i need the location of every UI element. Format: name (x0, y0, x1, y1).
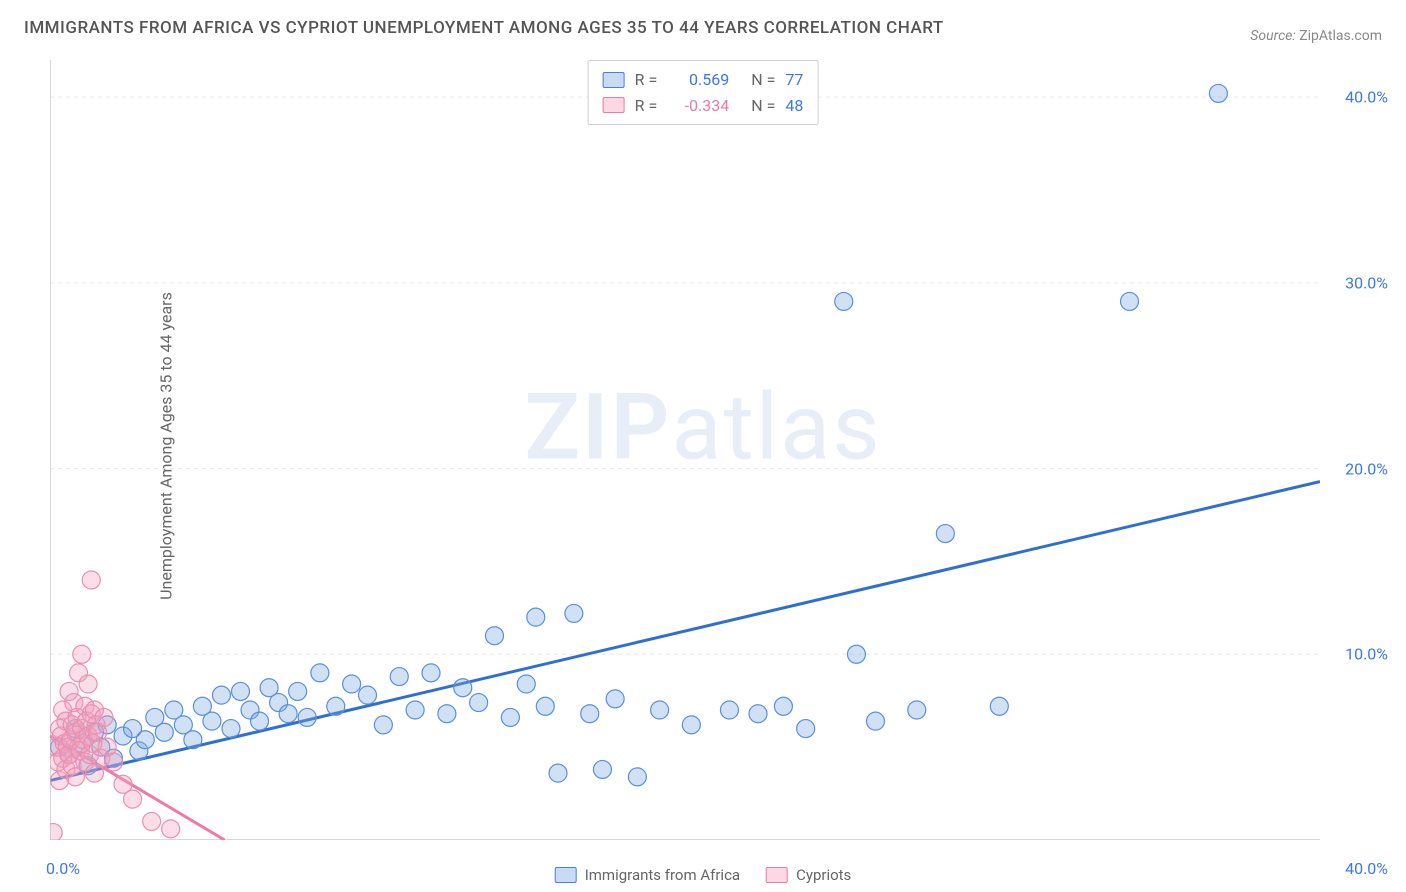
n-value: 77 (785, 67, 803, 93)
n-value: 48 (785, 93, 803, 119)
r-label: R = (635, 93, 658, 119)
r-label: R = (635, 67, 658, 93)
x-tick-label: 40.0% (1345, 859, 1388, 878)
legend-top-row: R = 0.569 N = 77 (603, 67, 804, 93)
n-label: N = (751, 93, 775, 119)
legend-bottom: Immigrants from Africa Cypriots (555, 866, 852, 884)
y-tick-label: 10.0% (1345, 645, 1388, 664)
r-value: 0.569 (667, 67, 729, 93)
r-value: -0.334 (667, 93, 729, 119)
legend-top-row: R = -0.334 N = 48 (603, 93, 804, 119)
source-label: Source: (1250, 28, 1295, 44)
x-tick-label: 0.0% (46, 859, 80, 878)
scatter-plot (50, 60, 1320, 840)
legend-label: Immigrants from Africa (585, 866, 740, 884)
legend-swatch (603, 97, 625, 113)
legend-bottom-item: Immigrants from Africa (555, 866, 740, 884)
legend-bottom-item: Cypriots (766, 866, 851, 884)
source-value: ZipAtlas.com (1299, 28, 1382, 44)
legend-swatch (555, 867, 577, 883)
legend-swatch (766, 867, 788, 883)
legend-top: R = 0.569 N = 77 R = -0.334 N = 48 (588, 60, 819, 125)
y-tick-label: 30.0% (1345, 273, 1388, 292)
y-tick-label: 20.0% (1345, 459, 1388, 478)
chart-title: IMMIGRANTS FROM AFRICA VS CYPRIOT UNEMPL… (24, 18, 944, 38)
source-attribution: Source: ZipAtlas.com (1250, 28, 1382, 44)
y-tick-label: 40.0% (1345, 88, 1388, 107)
n-label: N = (751, 67, 775, 93)
legend-swatch (603, 72, 625, 88)
legend-label: Cypriots (796, 866, 851, 884)
